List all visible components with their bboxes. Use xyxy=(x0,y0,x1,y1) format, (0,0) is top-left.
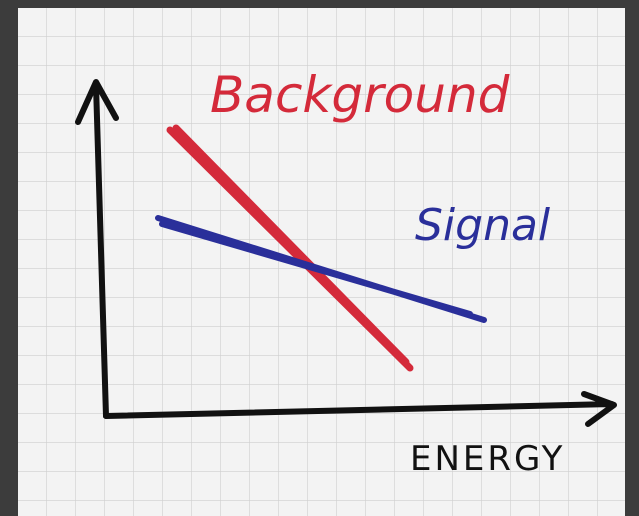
x-axis xyxy=(103,391,617,427)
grid-paper xyxy=(18,8,625,516)
x-axis-label: ENERGY xyxy=(410,439,565,479)
background-label: Background xyxy=(210,66,510,124)
signal-label: Signal xyxy=(415,200,551,251)
y-axis xyxy=(75,79,119,419)
background-line xyxy=(166,124,414,372)
signal-line xyxy=(155,215,487,323)
